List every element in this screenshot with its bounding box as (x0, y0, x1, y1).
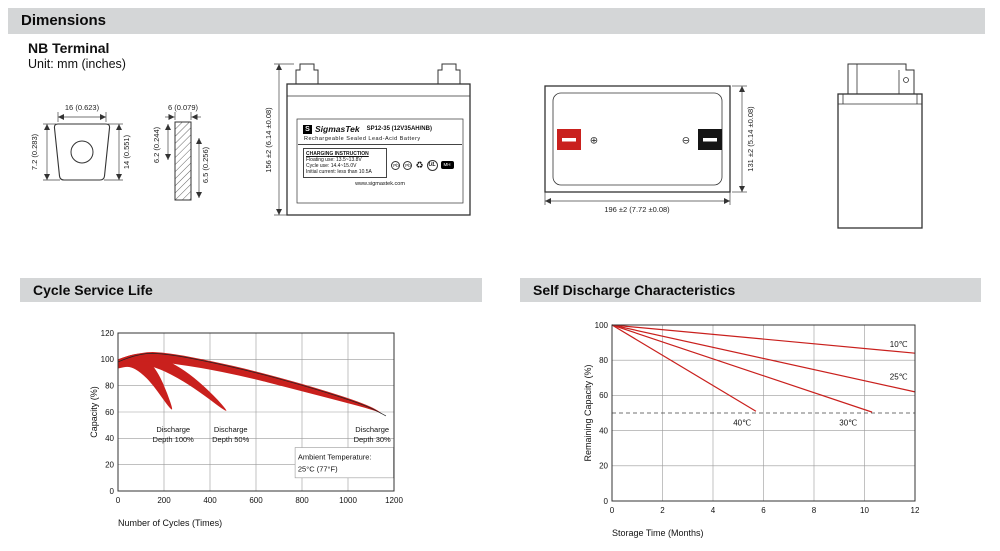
y-tick-label: 40 (105, 434, 114, 443)
dim-terminal-front-height: 14 (0.551) (122, 134, 131, 169)
discharge-depth-band (118, 352, 381, 413)
recycle-icon: ♻ (415, 159, 424, 170)
website-url: www.sigmastek.com (355, 181, 405, 187)
self-discharge-chart: 0 2 4 6 8 10 12 0 20 40 60 80 100 10℃ 25℃ 30℃ 40℃ Storage… (583, 321, 920, 538)
x-tick-label: 1000 (339, 496, 357, 505)
y-tick-label: 40 (599, 426, 608, 435)
y-tick-label: 0 (604, 497, 609, 506)
x-axis-label: Number of Cycles (Times) (118, 518, 222, 528)
series-label: 10℃ (890, 340, 908, 349)
y-tick-label: 20 (599, 462, 608, 471)
dim-terminal-front-upper-height: 7.2 (0.283) (30, 133, 39, 170)
unit-note: Unit: mm (inches) (28, 57, 126, 71)
brand-name: SigmasTek (315, 124, 360, 134)
dim-battery-length: 196 ±2 (7.72 ±0.08) (604, 205, 670, 214)
ul-mark-icon: UL (426, 159, 438, 171)
series-line (611, 324, 916, 393)
annotation-text: Ambient Temperature: (298, 452, 372, 461)
terminal-type-heading: NB Terminal (28, 40, 110, 56)
dim-terminal-side-width: 6 (0.079) (168, 103, 199, 112)
x-tick-label: 400 (203, 496, 217, 505)
x-tick-label: 1200 (385, 496, 403, 505)
y-axis-label: Capacity (%) (89, 386, 99, 438)
charging-cycle-use: Cycle use: 14.4~15.0V (306, 163, 357, 169)
charging-initial-current: Initial current: less than 10.5A (306, 169, 372, 175)
brand-logo-icon: S (303, 124, 312, 134)
y-tick-label: 120 (101, 329, 115, 338)
mh-mark-icon: MH (440, 161, 454, 169)
band-outline-curve (117, 353, 387, 417)
band-label: Discharge (156, 425, 190, 434)
y-tick-label: 60 (105, 408, 114, 417)
plus-symbol: ⊕ (590, 136, 598, 147)
dim-battery-height: 156 ±2 (6.14 ±0.08) (264, 107, 273, 173)
charging-instruction-title: CHARGING INSTRUCTION (306, 151, 369, 157)
minus-symbol: ⊖ (682, 136, 690, 147)
x-tick-label: 0 (116, 496, 121, 505)
model-number: SP12-35 (12V35AH/NB) (366, 126, 432, 132)
y-tick-label: 80 (105, 381, 114, 390)
band-label: Depth 50% (212, 435, 249, 444)
battery-side-view (837, 63, 923, 229)
pb-icon: Pb (391, 160, 401, 170)
section-header-self-discharge: Self Discharge Characteristics (520, 278, 981, 302)
y-tick-label: 80 (599, 356, 608, 365)
band-label: Depth 100% (153, 435, 195, 444)
x-tick-label: 12 (911, 506, 920, 515)
x-axis-label: Storage Time (Months) (612, 528, 704, 538)
section-header-cycle-service-life: Cycle Service Life (20, 278, 482, 302)
x-tick-label: 800 (295, 496, 309, 505)
series-line (611, 324, 873, 413)
dimension-drawings: 16 (0.623) 7.2 (0.283) 14 (0.551) 6 (0.0… (30, 63, 923, 229)
battery-product-label: S SigmasTek SP12-35 (12V35AH/NB) Recharg… (298, 120, 462, 202)
battery-type-line: Rechargeable Sealed Lead-Acid Battery (298, 135, 462, 145)
battery-front-view: 156 ±2 (6.14 ±0.08) (264, 63, 471, 216)
series-label: 25℃ (890, 373, 908, 382)
band-label: Depth 30% (354, 435, 391, 444)
x-tick-label: 8 (812, 506, 817, 515)
battery-top-view: ⊕ ⊖ 196 ±2 (7.72 ±0.08) 131 ±2 (5.14 ±0.… (544, 85, 755, 214)
y-tick-label: 0 (110, 487, 115, 496)
x-tick-label: 10 (860, 506, 869, 515)
y-tick-label: 20 (105, 460, 114, 469)
series-line (611, 324, 757, 412)
plot-frame (611, 324, 916, 502)
series-label: 30℃ (839, 418, 857, 427)
y-tick-label: 60 (599, 391, 608, 400)
charging-floating-use: Floating use: 13.5~13.8V (306, 157, 362, 163)
y-axis-label: Remaining Capacity (%) (583, 364, 593, 461)
pb-icon: Pb (403, 160, 413, 170)
dim-battery-width: 131 ±2 (5.14 ±0.08) (746, 106, 755, 172)
series-line (611, 324, 916, 354)
x-tick-label: 6 (761, 506, 766, 515)
dim-terminal-side-left: 6.2 (0.244) (152, 126, 161, 163)
x-tick-label: 4 (711, 506, 716, 515)
cycle-service-life-chart: 0 200 400 600 800 1000 1200 0 20 40 60 80 100 120 Disc… (89, 329, 403, 528)
x-tick-label: 2 (660, 506, 665, 515)
x-tick-label: 200 (157, 496, 171, 505)
section-header-dimensions: Dimensions (8, 8, 985, 34)
x-tick-label: 600 (249, 496, 263, 505)
annotation-text: 25°C (77°F) (298, 464, 338, 473)
terminal-side-detail: 6 (0.079) 6.2 (0.244) 6.5 (0.256) (152, 103, 210, 201)
band-label: Discharge (355, 425, 389, 434)
plot-frame (117, 332, 395, 492)
dim-terminal-side-right: 6.5 (0.256) (201, 146, 210, 183)
series-label: 40℃ (733, 418, 751, 427)
dim-terminal-front-width: 16 (0.623) (65, 103, 100, 112)
terminal-front-detail: 16 (0.623) 7.2 (0.283) 14 (0.551) (30, 103, 131, 181)
y-tick-label: 100 (101, 355, 115, 364)
x-tick-label: 0 (610, 506, 615, 515)
band-label: Discharge (214, 425, 248, 434)
y-tick-label: 100 (595, 321, 609, 330)
charging-instruction-box: CHARGING INSTRUCTION Floating use: 13.5~… (303, 148, 387, 178)
